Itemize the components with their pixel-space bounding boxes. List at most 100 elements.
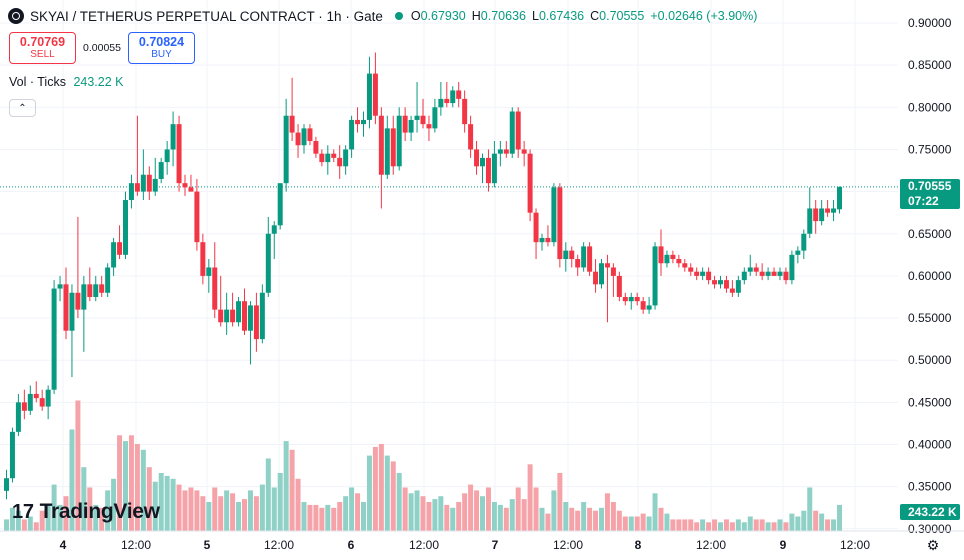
price-tick-label: 0.55000: [908, 311, 952, 325]
candle-body: [230, 309, 236, 323]
volume-bar: [146, 467, 152, 531]
time-tick-label: 9: [780, 538, 787, 552]
volume-bar: [497, 504, 503, 531]
volume-bar: [741, 522, 747, 531]
candle-body: [69, 292, 75, 331]
volume-bar: [123, 441, 128, 531]
candle-body: [527, 153, 533, 213]
candle-body: [628, 296, 634, 302]
volume-legend[interactable]: Vol · Ticks 243.22 K: [9, 75, 124, 89]
time-tick-label: 12:00: [121, 538, 151, 552]
ohlc-close: C0.70555: [590, 9, 645, 23]
tradingview-logo[interactable]: 17 TradingView: [12, 500, 160, 524]
candle-body: [634, 296, 640, 302]
candle-body: [414, 115, 420, 120]
price-tick-label: 0.85000: [908, 58, 952, 72]
symbol-title[interactable]: SKYAI / TETHERUS PERPETUAL CONTRACT · 1h…: [30, 8, 383, 24]
time-tick-label: 5: [204, 538, 211, 552]
volume-bar: [450, 507, 456, 531]
volume-bar: [93, 504, 99, 531]
candle-body: [39, 398, 45, 407]
candle-body: [646, 305, 652, 310]
volume-bar: [640, 513, 646, 531]
volume-bar: [652, 493, 658, 531]
sell-price: 0.70769: [19, 35, 66, 49]
sell-button[interactable]: 0.70769 SELL: [9, 32, 76, 64]
volume-bar: [569, 507, 575, 531]
volume-bar: [807, 487, 813, 531]
volume-bar: [426, 502, 432, 531]
candle-body: [837, 186, 842, 210]
volume-bar: [105, 490, 111, 531]
candle-body: [831, 208, 837, 213]
candle-body: [480, 157, 485, 167]
volume-bar: [253, 496, 259, 531]
candle-body: [343, 149, 349, 167]
volume-bar: [349, 487, 355, 531]
volume-bar: [212, 487, 218, 531]
candle-body: [218, 309, 224, 323]
volume-bar: [747, 516, 753, 531]
volume-bar: [706, 522, 712, 531]
candle-body: [765, 271, 771, 276]
candle-body: [9, 431, 15, 479]
candle-body: [640, 301, 646, 310]
candle-body: [117, 242, 123, 255]
volume-bar: [682, 519, 688, 531]
candle-body: [747, 267, 753, 272]
candle-body: [551, 187, 557, 243]
bar-countdown: 07:22: [908, 194, 939, 208]
volume-bar: [372, 446, 378, 531]
candle-body: [259, 292, 265, 340]
collapse-legend-button[interactable]: ⌃: [9, 99, 36, 117]
candle-body: [140, 174, 146, 192]
volume-bar: [230, 493, 236, 531]
price-axis: 0.900000.850000.800000.750000.700000.650…: [908, 16, 952, 536]
volume-bar: [438, 496, 444, 531]
volume-bar: [521, 499, 527, 531]
volume-bar: [765, 522, 771, 531]
volume-bar: [414, 490, 420, 531]
volume-bar: [753, 519, 759, 531]
candle-body: [236, 301, 242, 323]
candle-body: [182, 183, 188, 188]
volume-bar: [307, 504, 313, 531]
volume-bar: [593, 510, 599, 531]
candle-body: [468, 124, 474, 150]
candle-body: [450, 90, 456, 104]
volume-bar: [581, 502, 587, 531]
volume-bar: [723, 519, 729, 531]
candle-body: [819, 208, 825, 222]
volume-bar: [515, 487, 521, 531]
volume-axis-label: 243.22 K: [900, 504, 960, 520]
volume-bar: [218, 496, 224, 531]
price-tick-label: 0.75000: [908, 142, 952, 156]
candle-body: [771, 271, 777, 276]
candle-body: [474, 149, 480, 167]
price-tick-label: 0.45000: [908, 395, 952, 409]
candle-body: [27, 393, 33, 411]
volume-bar: [45, 504, 51, 531]
volume-bar: [295, 478, 301, 531]
sell-label: SELL: [30, 49, 55, 60]
candle-body: [735, 280, 741, 293]
candle-body: [253, 305, 259, 340]
candle-body: [688, 267, 694, 272]
volume-bar: [783, 522, 789, 531]
volume-bar: [158, 473, 164, 531]
candle-body: [378, 115, 384, 175]
volume-bar: [676, 519, 682, 531]
symbol-logo-icon[interactable]: [8, 8, 24, 24]
buy-button[interactable]: 0.70824 BUY: [128, 32, 195, 64]
chart-header: SKYAI / TETHERUS PERPETUAL CONTRACT · 1h…: [8, 6, 757, 26]
candle-body: [581, 246, 587, 268]
candle-body: [283, 115, 289, 184]
settings-gear-icon[interactable]: ⚙: [926, 536, 940, 553]
time-tick-label: 12:00: [409, 538, 439, 552]
candle-body: [491, 153, 497, 184]
candle-body: [146, 174, 152, 192]
candle-body: [176, 124, 182, 184]
price-tick-label: 0.80000: [908, 100, 952, 114]
candle-body: [503, 149, 509, 154]
